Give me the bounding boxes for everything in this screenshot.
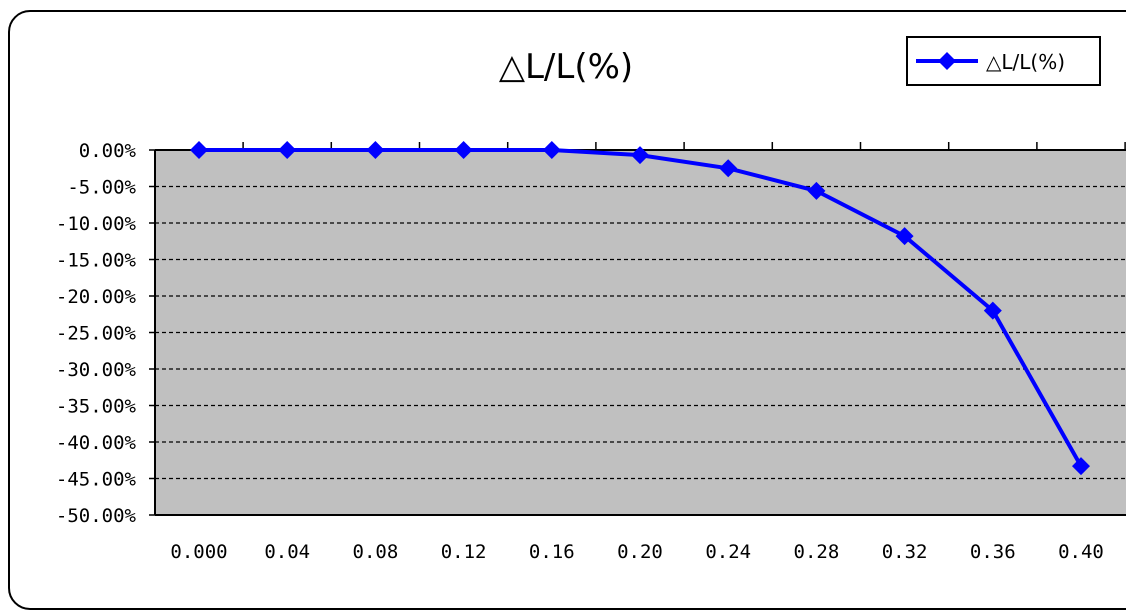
- y-tick-label: -5.00%: [67, 177, 136, 199]
- x-tick-label: 0.20: [617, 541, 663, 563]
- x-tick-label: 0.28: [794, 541, 840, 563]
- y-tick-label: -40.00%: [56, 432, 137, 454]
- data-point: [895, 227, 914, 246]
- data-point: [454, 141, 473, 159]
- data-point: [542, 141, 561, 159]
- data-point: [278, 141, 297, 159]
- x-axis: 0.000 0.04 0.08 0.12 0.16 0.20 0.24 0.28 0.32 0.3…: [155, 142, 1126, 563]
- y-tick-label: -20.00%: [56, 286, 137, 308]
- data-point: [1072, 457, 1090, 476]
- legend-label: △L/L(%): [986, 50, 1065, 74]
- y-tick-label: -35.00%: [56, 396, 137, 418]
- y-tick-label: -10.00%: [56, 213, 137, 235]
- x-tick-label: 0.36: [970, 541, 1016, 563]
- data-point: [983, 301, 1002, 320]
- x-tick-label: 0.08: [353, 541, 399, 563]
- legend-diamond-marker-icon: [938, 52, 956, 70]
- grid-lines: [155, 149, 1126, 480]
- y-tick-label: -45.00%: [56, 469, 137, 491]
- x-tick-label: 0.40: [1058, 541, 1104, 563]
- x-tick-label: 0.24: [705, 541, 751, 563]
- x-tick-label: 0.12: [441, 541, 487, 563]
- y-tick-label: -50.00%: [56, 505, 137, 527]
- data-point: [807, 181, 826, 200]
- legend: △L/L(%): [906, 36, 1101, 86]
- y-axis: 0.00% -5.00% -10.00% -15.00% -20.00% -25.00% -…: [56, 140, 1126, 527]
- y-tick-label: -15.00%: [56, 250, 137, 272]
- data-point: [719, 159, 738, 178]
- data-point: [190, 141, 208, 159]
- y-tick-label: -25.00%: [56, 323, 137, 345]
- x-tick-label: 0.32: [882, 541, 928, 563]
- data-point: [631, 146, 649, 165]
- y-tick-label: 0.00%: [79, 140, 137, 162]
- chart-title: △L/L(%): [499, 47, 633, 87]
- series-layer: [190, 141, 1090, 476]
- x-tick-label: 0.04: [264, 541, 310, 563]
- data-point: [366, 141, 385, 159]
- x-tick-label: 0.16: [529, 541, 575, 563]
- y-tick-label: -30.00%: [56, 359, 137, 381]
- x-tick-label: 0.000: [170, 541, 227, 563]
- chart-svg: △L/L(%) △L/L(%) 0.00% -5.00% -10.00% -15.00…: [56, 36, 1126, 563]
